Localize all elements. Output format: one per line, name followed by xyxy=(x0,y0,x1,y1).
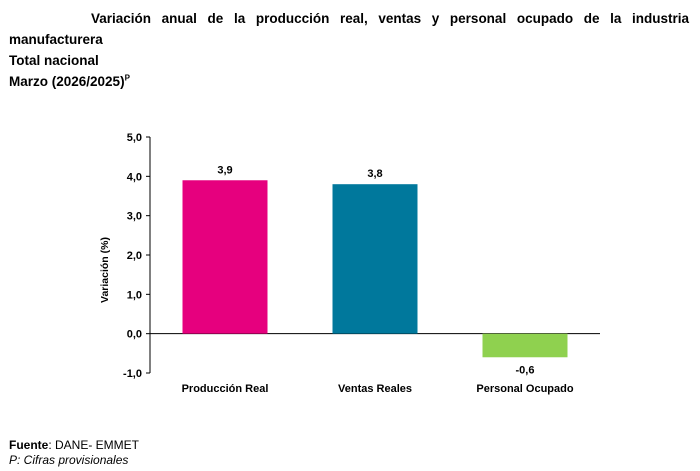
data-label: 3,9 xyxy=(217,164,232,176)
chart-title-line2: manufacturera xyxy=(9,32,103,47)
category-label: Producción Real xyxy=(182,383,269,395)
provisional-note: P: Cifras provisionales xyxy=(9,453,129,467)
y-tick-label: 4,0 xyxy=(127,171,142,183)
period-superscript: P xyxy=(124,73,130,83)
data-label: 3,8 xyxy=(367,168,382,180)
y-tick-label: 0,0 xyxy=(127,329,142,341)
period-text: Marzo (2026/2025) xyxy=(9,74,125,89)
y-tick-label: 1,0 xyxy=(127,289,142,301)
source-line: Fuente: DANE- EMMET xyxy=(9,438,139,453)
data-label: -0,6 xyxy=(516,364,535,376)
chart-subtitle: Total nacional xyxy=(9,53,99,68)
source-value: : DANE- EMMET xyxy=(48,438,140,452)
category-label: Personal Ocupado xyxy=(476,383,573,395)
y-tick-label: -1,0 xyxy=(123,368,142,380)
source-label: Fuente xyxy=(9,438,49,452)
bar-3 xyxy=(482,333,568,358)
bar-1 xyxy=(182,180,268,334)
bar-2 xyxy=(332,184,418,334)
y-tick-label: 3,0 xyxy=(127,211,142,223)
bar-layer xyxy=(182,180,568,358)
chart-title-block: Variación anual de la producción real, v… xyxy=(9,8,689,92)
chart-footer: Fuente: DANE- EMMET P: Cifras provisiona… xyxy=(9,438,139,468)
chart-period: Marzo (2026/2025)P xyxy=(9,71,689,92)
y-tick-label: 2,0 xyxy=(127,250,142,262)
y-tick-label: 5,0 xyxy=(127,132,142,144)
label-layer: 3,9 Producción Real 3,8 Ventas Reales -0,6 Pe… xyxy=(182,164,574,395)
y-axis-title: Variación (%) xyxy=(99,237,111,303)
category-label: Ventas Reales xyxy=(338,383,412,395)
chart-title-line1: Variación anual de la producción real, v… xyxy=(91,11,689,26)
